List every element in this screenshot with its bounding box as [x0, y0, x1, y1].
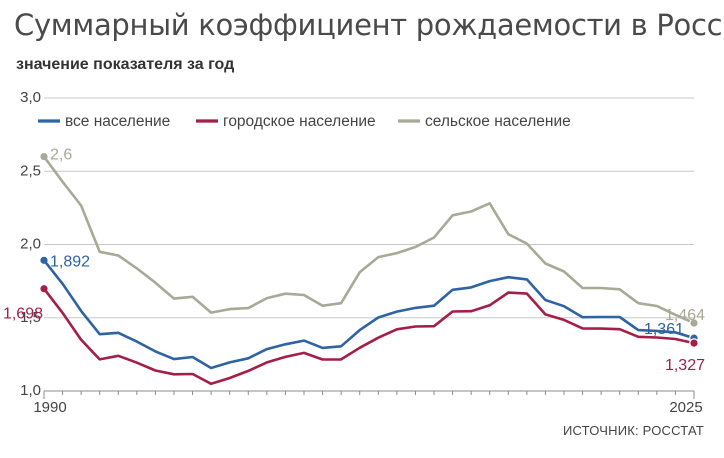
series-line [42, 155, 696, 325]
grid-layer: 1,0 1,5 2,0 2,5 3,0 1990 2025 [20, 89, 703, 416]
legend-label: все население [65, 113, 170, 130]
y-tick-label: 2,5 [20, 162, 41, 179]
data-label-start: 1,698 [3, 306, 43, 323]
y-tick-label: 1,0 [20, 382, 41, 399]
y-tick-label: 1,5 [20, 309, 41, 326]
data-label-end: 1,361 [644, 321, 684, 338]
chart-subtitle: значение показателя за год [16, 56, 235, 73]
series-start-point [40, 285, 48, 293]
chart-title: Суммарный коэффициент рождаемости в Росс… [14, 8, 724, 42]
series-start-point [40, 153, 48, 161]
data-label-end: 1,327 [665, 357, 705, 374]
data-label-start: 1,892 [50, 253, 90, 270]
series-start-point [40, 256, 48, 264]
y-tick-label: 3,0 [20, 89, 41, 106]
series-line [42, 259, 696, 370]
legend: все население городское население сельское… [38, 113, 571, 130]
x-tick-label: 1990 [33, 399, 66, 416]
series-end-point [689, 318, 699, 328]
label-layer: 1,892 1,361 1,698 1,327 2,6 1,464 [3, 147, 705, 374]
y-tick-label: 2,0 [20, 236, 41, 253]
source-note: ИСТОЧНИК: РОССТАТ [562, 423, 704, 438]
legend-label: сельское население [425, 113, 571, 130]
data-label-end: 1,464 [665, 307, 705, 324]
series-end-point [689, 338, 699, 348]
line-layer [40, 153, 699, 386]
data-label-start: 2,6 [50, 147, 72, 164]
legend-label: городское население [223, 113, 376, 130]
series-line [42, 287, 696, 386]
x-tick-label: 2025 [669, 399, 702, 416]
